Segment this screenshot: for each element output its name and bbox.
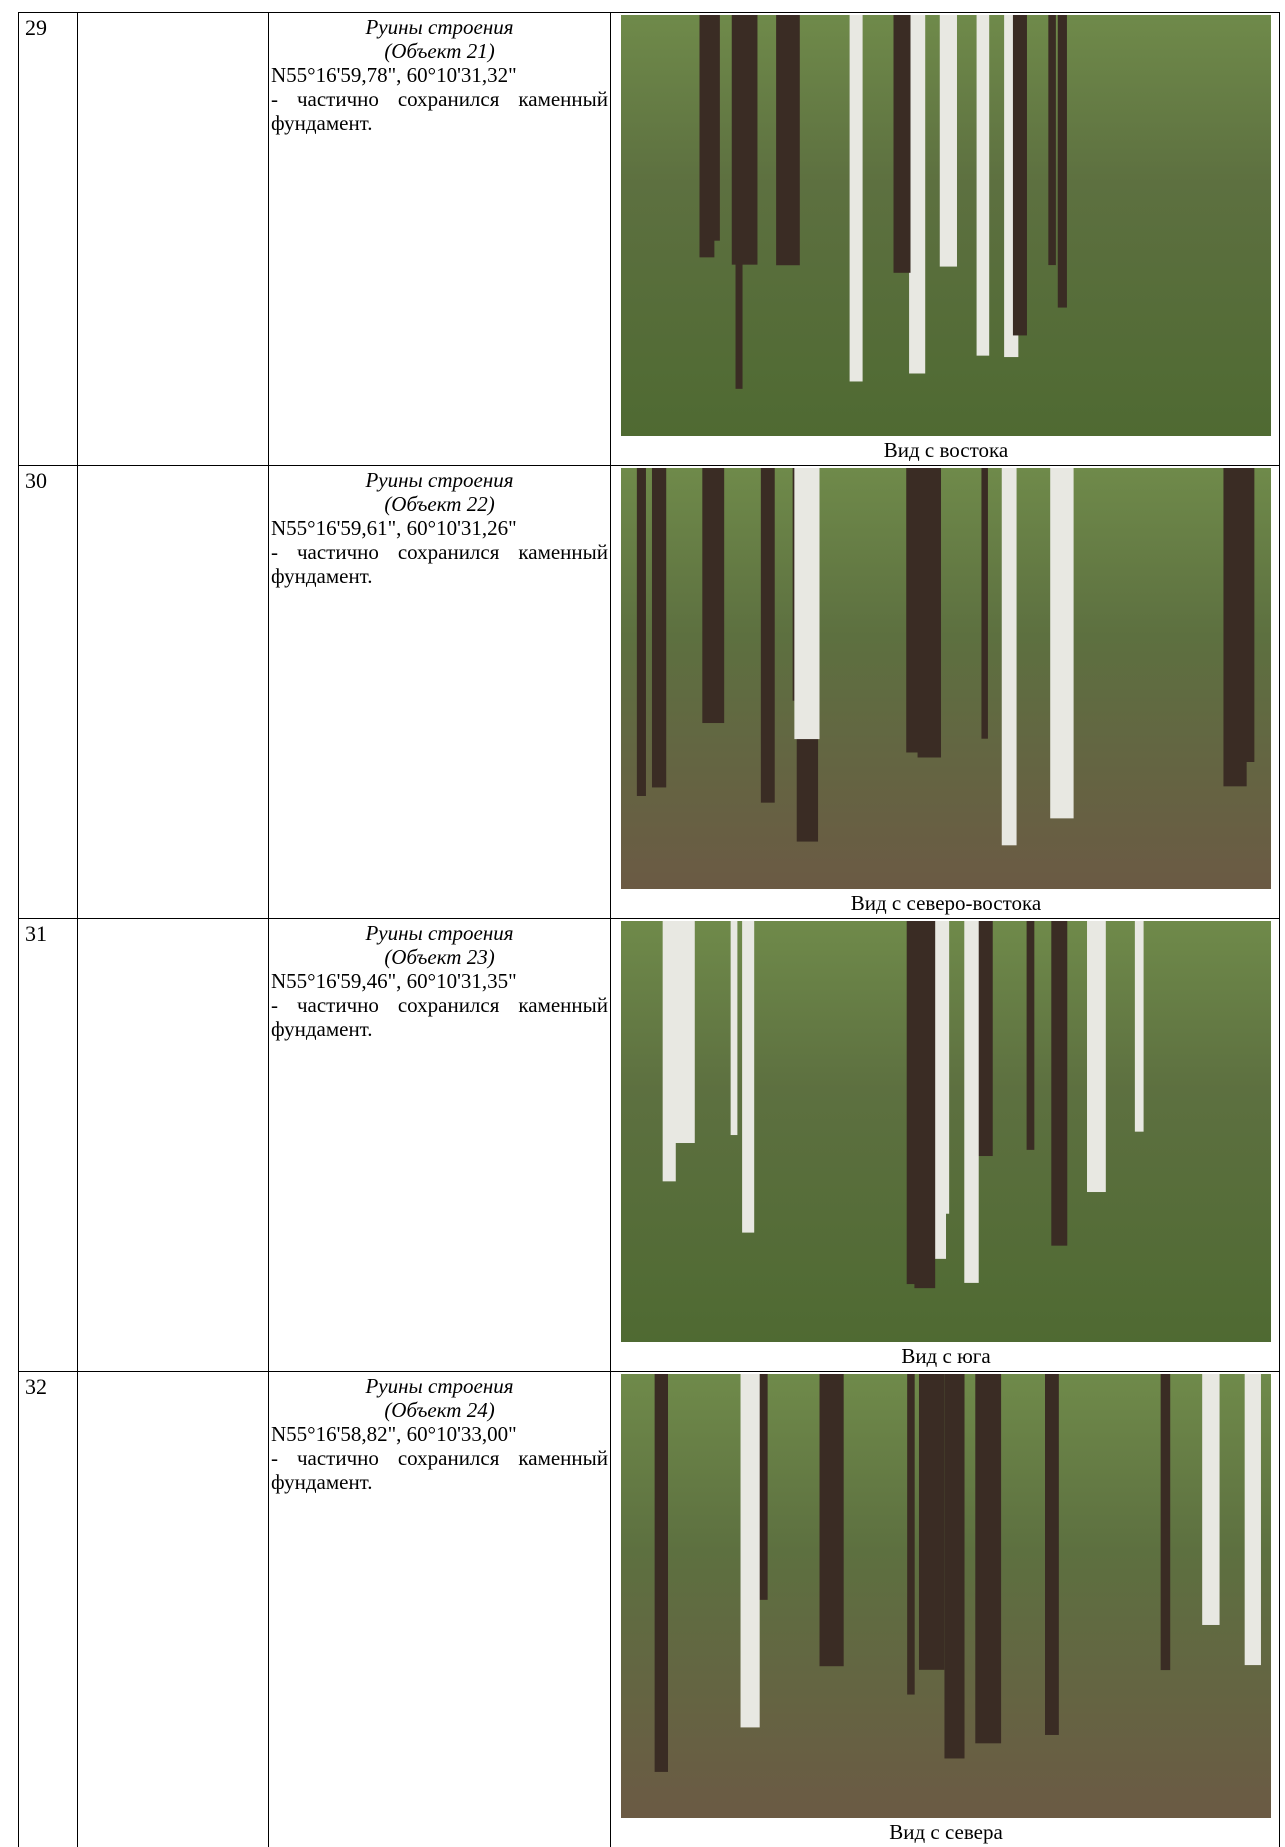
- empty-cell: [78, 1372, 269, 1847]
- photo-caption: Вид с востока: [883, 438, 1009, 462]
- coordinates: N55°16'58,82", 60°10'33,00": [271, 1422, 517, 1446]
- coordinates: N55°16'59,46", 60°10'31,35": [271, 969, 517, 993]
- photo-cell: Вид с юга: [611, 919, 1281, 1371]
- photo-cell: Вид с севера: [611, 1372, 1281, 1847]
- table-row: 30 Руины строения (Объект 22) N55°16'59,61"…: [18, 465, 1280, 918]
- coordinates: N55°16'59,78", 60°10'31,32": [271, 63, 517, 87]
- photo: [621, 921, 1271, 1342]
- photo-caption: Вид с юга: [901, 1344, 991, 1368]
- empty-cell: [78, 919, 269, 1371]
- row-number: 30: [19, 466, 78, 918]
- empty-cell: [78, 466, 269, 918]
- object-id: (Объект 24): [384, 1398, 495, 1422]
- row-number: 29: [19, 13, 78, 465]
- row-number: 31: [19, 919, 78, 1371]
- photo: [621, 15, 1271, 436]
- row-number: 32: [19, 1372, 78, 1847]
- object-title: Руины строения: [365, 468, 514, 492]
- description-cell: Руины строения (Объект 23) N55°16'59,46", …: [269, 919, 611, 1371]
- description-cell: Руины строения (Объект 24) N55°16'58,82", …: [269, 1372, 611, 1847]
- description: - частично сохранился каменный фундамент…: [271, 1446, 608, 1494]
- description-cell: Руины строения (Объект 21) N55°16'59,78", …: [269, 13, 611, 465]
- object-id: (Объект 21): [384, 39, 495, 63]
- description-cell: Руины строения (Объект 22) N55°16'59,61", …: [269, 466, 611, 918]
- table-row: 31 Руины строения (Объект 23) N55°16'59,46"…: [18, 918, 1280, 1371]
- photo-cell: Вид с северо-востока: [611, 466, 1281, 918]
- object-id: (Объект 22): [384, 492, 495, 516]
- photo: [621, 1374, 1271, 1818]
- object-title: Руины строения: [365, 15, 514, 39]
- description: - частично сохранился каменный фундамент…: [271, 993, 608, 1041]
- photo-caption: Вид с северо-востока: [850, 891, 1042, 915]
- photo-caption: Вид с севера: [889, 1820, 1003, 1844]
- object-title: Руины строения: [365, 921, 514, 945]
- table-row: 32 Руины строения (Объект 24) N55°16'58,82"…: [18, 1371, 1280, 1847]
- object-title: Руины строения: [365, 1374, 514, 1398]
- table-row: 29 Руины строения (Объект 21) N55°16'59,78"…: [18, 12, 1280, 465]
- object-id: (Объект 23): [384, 945, 495, 969]
- coordinates: N55°16'59,61", 60°10'31,26": [271, 516, 517, 540]
- description: - частично сохранился каменный фундамент…: [271, 87, 608, 135]
- photo: [621, 468, 1271, 889]
- photo-cell: Вид с востока: [611, 13, 1281, 465]
- empty-cell: [78, 13, 269, 465]
- description: - частично сохранился каменный фундамент…: [271, 540, 608, 588]
